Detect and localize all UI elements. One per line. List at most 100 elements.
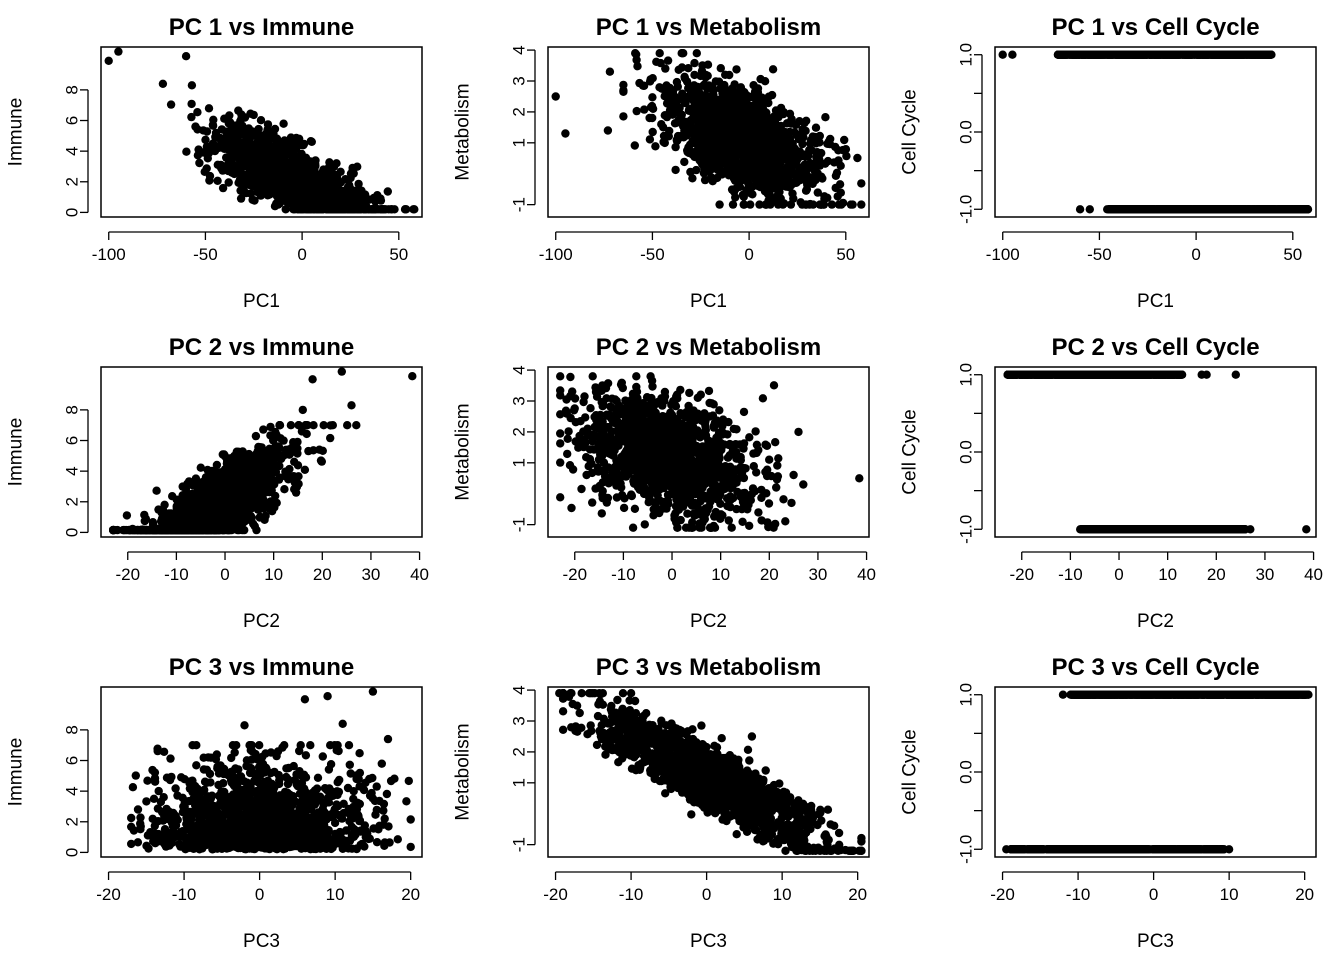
data-point — [663, 56, 673, 65]
data-point — [834, 146, 843, 155]
data-point — [811, 132, 820, 142]
data-point — [299, 205, 309, 214]
data-point — [325, 158, 334, 167]
data-point — [706, 84, 715, 93]
data-point — [739, 200, 748, 209]
data-point — [1008, 50, 1017, 59]
data-point — [821, 113, 830, 122]
data-point — [1075, 205, 1085, 214]
data-point — [684, 63, 693, 73]
data-point — [777, 181, 786, 191]
data-point — [801, 126, 810, 136]
data-point — [316, 185, 326, 194]
data-point — [104, 56, 113, 65]
data-point — [280, 485, 289, 494]
scatter-panel-2: PC 1 vs Metabolism-100 -50 0 50PC1-11234Met… — [453, 14, 870, 312]
y-tick-label: 0 — [63, 208, 82, 217]
data-point — [716, 167, 725, 176]
data-point — [251, 431, 261, 441]
data-point — [1244, 205, 1253, 214]
x-tick-label: -100 — [539, 245, 573, 264]
data-point — [715, 200, 724, 209]
data-point — [603, 126, 613, 135]
data-point — [738, 163, 747, 172]
data-point — [222, 128, 231, 137]
data-point — [776, 174, 786, 183]
data-point — [216, 133, 225, 143]
data-point — [753, 131, 762, 140]
data-point — [329, 205, 338, 214]
data-point — [684, 84, 693, 93]
data-point — [749, 102, 758, 111]
y-tick-label: 4 — [510, 45, 529, 54]
data-point — [799, 162, 808, 171]
data-point — [676, 94, 686, 103]
data-point — [249, 110, 258, 120]
data-point — [390, 205, 399, 214]
y-tick-label: 1.0 — [957, 43, 976, 67]
data-point — [731, 129, 740, 139]
data-point — [279, 119, 288, 128]
x-axis-label: PC1 — [1137, 291, 1174, 312]
data-point — [187, 81, 197, 90]
data-point — [840, 135, 849, 145]
data-point — [848, 200, 857, 209]
data-point — [774, 112, 783, 122]
data-point — [236, 194, 246, 203]
data-point — [272, 139, 281, 149]
data-point — [1199, 50, 1209, 59]
data-point — [168, 492, 177, 501]
data-point — [758, 104, 768, 113]
data-point — [1111, 205, 1120, 214]
data-point — [632, 106, 641, 116]
data-point — [368, 205, 377, 214]
data-point — [779, 199, 789, 208]
data-point — [651, 142, 660, 151]
y-tick-label: 2 — [510, 107, 529, 116]
data-point — [182, 147, 191, 156]
data-point — [683, 126, 692, 136]
data-point — [619, 112, 628, 121]
data-point — [205, 176, 214, 185]
data-point — [224, 135, 233, 144]
data-point — [209, 115, 218, 125]
data-point — [787, 119, 796, 128]
data-point — [718, 82, 727, 92]
data-point — [645, 113, 654, 123]
data-point — [214, 142, 224, 151]
data-point — [709, 95, 718, 105]
data-point — [233, 152, 243, 162]
data-point — [790, 169, 799, 178]
data-point — [640, 105, 649, 114]
data-point — [842, 151, 851, 161]
data-point — [833, 192, 842, 201]
data-point — [759, 157, 768, 166]
data-point — [823, 156, 833, 166]
data-point — [662, 112, 672, 122]
data-point — [240, 125, 250, 134]
data-point — [280, 147, 289, 156]
data-point — [226, 143, 235, 153]
data-point — [205, 146, 214, 156]
data-point — [1059, 50, 1069, 59]
data-point — [1075, 50, 1085, 59]
data-point — [152, 486, 161, 495]
data-point — [224, 178, 233, 187]
data-point — [288, 139, 297, 148]
data-point — [1288, 205, 1297, 214]
data-point — [333, 184, 342, 194]
data-point — [1187, 50, 1196, 59]
data-point — [801, 186, 811, 195]
data-point — [259, 425, 268, 434]
data-point — [349, 169, 358, 178]
y-tick-label: 2 — [63, 177, 82, 186]
data-point — [1125, 205, 1134, 214]
data-point — [680, 157, 689, 167]
data-point — [1135, 205, 1144, 214]
data-point — [345, 181, 354, 190]
data-point — [213, 176, 222, 185]
data-point — [716, 115, 726, 125]
data-point — [319, 165, 328, 174]
data-point — [703, 60, 713, 69]
data-point — [786, 159, 795, 169]
